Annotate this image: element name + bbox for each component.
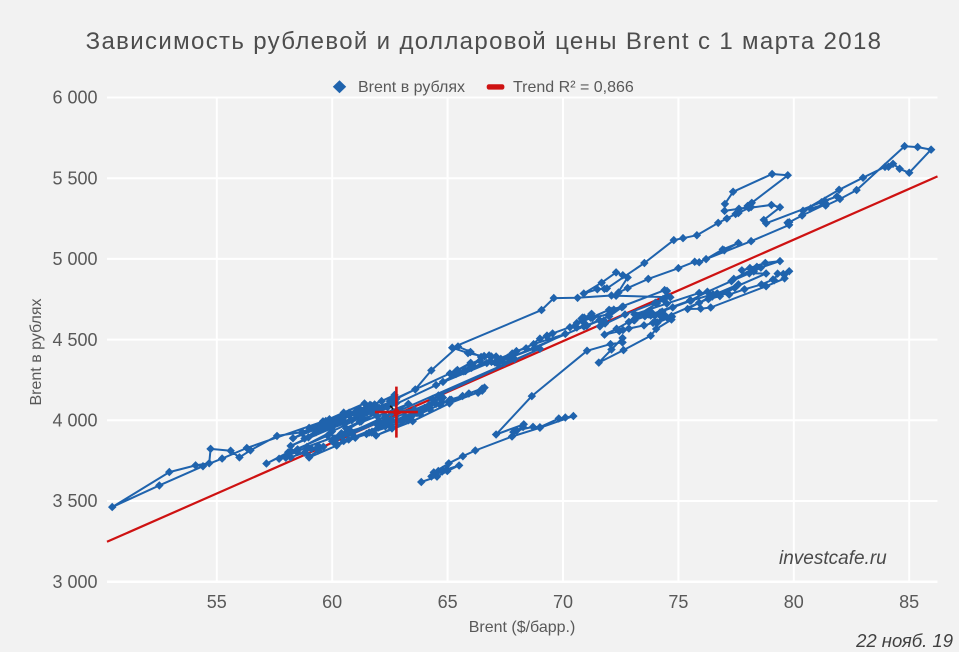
svg-text:4 500: 4 500: [52, 330, 97, 350]
svg-text:80: 80: [784, 592, 804, 612]
svg-text:60: 60: [322, 592, 342, 612]
svg-text:4 000: 4 000: [52, 411, 97, 431]
svg-text:Brent ($/барр.): Brent ($/барр.): [469, 619, 576, 636]
svg-text:65: 65: [438, 592, 458, 612]
svg-text:Brent в рублях: Brent в рублях: [358, 79, 465, 96]
svg-text:3 000: 3 000: [52, 572, 97, 592]
svg-text:3 500: 3 500: [52, 491, 97, 511]
svg-text:55: 55: [207, 592, 227, 612]
svg-text:85: 85: [899, 592, 919, 612]
svg-text:Trend R² = 0,866: Trend R² = 0,866: [513, 79, 634, 96]
svg-text:5 500: 5 500: [52, 168, 97, 188]
svg-text:5 000: 5 000: [52, 249, 97, 269]
svg-text:6 000: 6 000: [52, 88, 97, 108]
svg-text:Brent в рублях: Brent в рублях: [28, 299, 45, 406]
svg-text:75: 75: [668, 592, 688, 612]
svg-text:Зависимость рублевой и долларо: Зависимость рублевой и долларовой цены B…: [86, 28, 883, 55]
svg-text:22 нояб. 19: 22 нояб. 19: [855, 630, 953, 651]
svg-text:investcafe.ru: investcafe.ru: [779, 548, 887, 569]
svg-text:70: 70: [553, 592, 573, 612]
